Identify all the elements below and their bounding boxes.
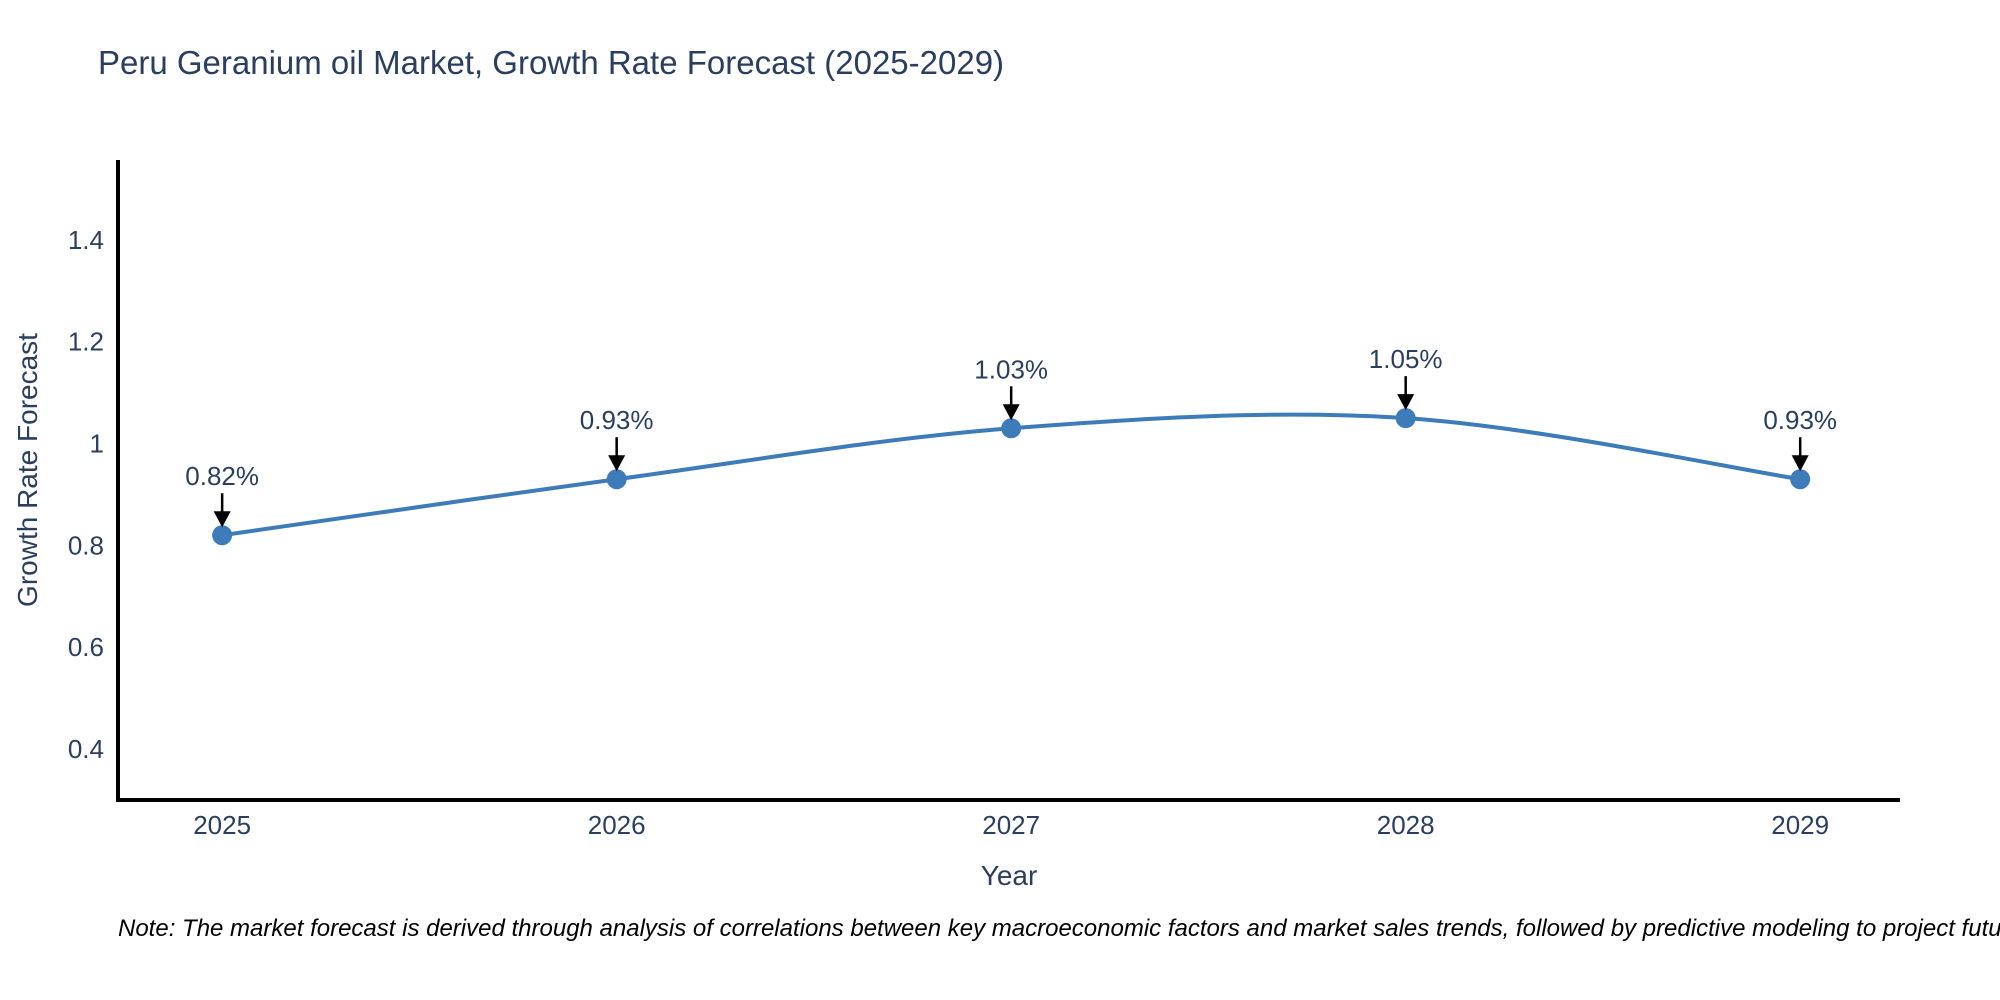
x-tick-label: 2026 [588, 810, 646, 840]
point-label-2029: 0.93% [1763, 405, 1837, 435]
y-tick-label: 0.8 [68, 530, 104, 560]
point-label-2028: 1.05% [1369, 344, 1443, 374]
data-point-2027[interactable] [1001, 418, 1022, 439]
data-point-2026[interactable] [606, 469, 627, 490]
annotation-arrowhead [1002, 404, 1020, 421]
annotation-arrowhead [1791, 455, 1809, 472]
data-point-2025[interactable] [212, 525, 233, 546]
y-tick-label: 0.6 [68, 632, 104, 662]
x-tick-label: 2028 [1377, 810, 1435, 840]
y-tick-label: 1.2 [68, 327, 104, 357]
y-tick-label: 1 [90, 429, 104, 459]
data-point-2029[interactable] [1790, 469, 1811, 490]
annotation-arrowhead [1397, 394, 1415, 411]
point-label-2025: 0.82% [185, 461, 259, 491]
x-tick-label: 2029 [1771, 810, 1829, 840]
point-label-2026: 0.93% [580, 405, 654, 435]
y-tick-label: 1.4 [68, 225, 104, 255]
footnote: Note: The market forecast is derived thr… [118, 915, 2000, 942]
data-point-2028[interactable] [1395, 408, 1416, 429]
x-axis-title: Year [980, 860, 1038, 891]
annotation-arrowhead [608, 455, 626, 472]
point-label-2027: 1.03% [974, 354, 1048, 384]
x-tick-label: 2027 [982, 810, 1040, 840]
y-tick-label: 0.4 [68, 734, 104, 764]
chart-title: Peru Geranium oil Market, Growth Rate Fo… [98, 44, 1005, 81]
x-tick-label: 2025 [193, 810, 251, 840]
annotation-arrowhead [213, 511, 231, 528]
